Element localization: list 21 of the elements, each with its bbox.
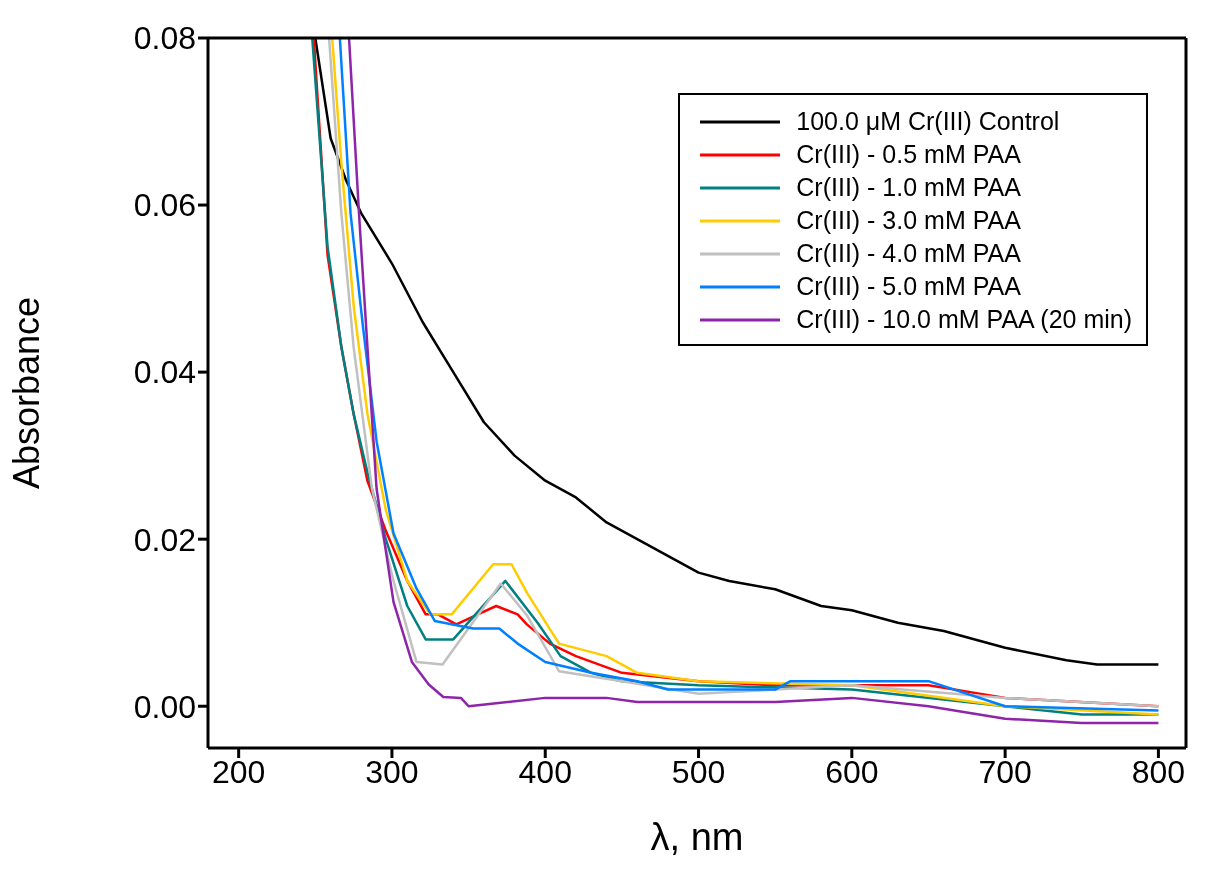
- legend-label: Cr(III) - 10.0 mM PAA (20 min): [796, 305, 1132, 334]
- y-tick-label: 0.02: [133, 521, 196, 558]
- x-tick-label: 300: [365, 753, 419, 790]
- x-axis-title: λ, nm: [650, 816, 744, 858]
- x-tick-label: 800: [1131, 753, 1186, 790]
- x-tick-label: 700: [978, 753, 1032, 790]
- legend-label: Cr(III) - 3.0 mM PAA: [796, 206, 1021, 235]
- legend-label: Cr(III) - 5.0 mM PAA: [796, 272, 1021, 301]
- x-tick-label: 400: [518, 753, 572, 790]
- y-tick-label: 0.06: [133, 187, 196, 224]
- legend-label: 100.0 μM Cr(III) Control: [796, 107, 1060, 136]
- x-tick-label: 200: [211, 753, 266, 790]
- legend-label: Cr(III) - 1.0 mM PAA: [796, 173, 1021, 202]
- legend-label: Cr(III) - 0.5 mM PAA: [796, 140, 1021, 169]
- y-tick-label: 0.04: [133, 354, 196, 391]
- y-axis-title: Absorbance: [5, 296, 47, 490]
- y-tick-label: 0.00: [133, 688, 196, 725]
- legend-label: Cr(III) - 4.0 mM PAA: [796, 239, 1021, 268]
- x-tick-label: 500: [671, 753, 726, 790]
- y-tick-label: 0.08: [133, 20, 196, 57]
- x-tick-label: 600: [825, 753, 879, 790]
